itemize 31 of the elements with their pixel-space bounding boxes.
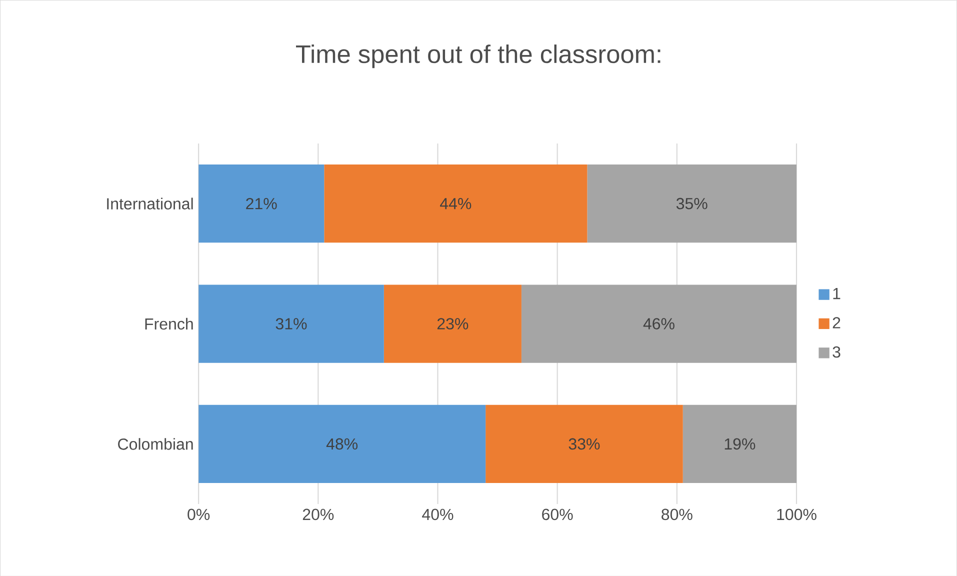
data-label: 46%	[643, 318, 674, 330]
bar	[198, 404, 486, 483]
x-tick-label: 20%	[302, 508, 334, 520]
y-tick-label: French	[145, 318, 193, 330]
y-tick-label: Colombian	[118, 438, 193, 450]
data-label: 21%	[246, 198, 277, 210]
bar	[324, 164, 588, 242]
data-label: 31%	[276, 318, 307, 330]
bar	[198, 284, 384, 363]
data-label: 35%	[676, 198, 708, 210]
legend-label: 2	[832, 316, 840, 328]
data-label: 48%	[326, 438, 358, 450]
x-tick-label: 80%	[662, 508, 692, 520]
data-label: 44%	[440, 198, 472, 209]
x-tick-label: 40%	[422, 508, 454, 520]
chart-title: Time spent out of the classroom:	[296, 44, 660, 68]
data-label: 19%	[724, 438, 756, 450]
x-tick-label: 60%	[542, 508, 573, 520]
bar	[587, 164, 796, 242]
data-label: 33%	[568, 438, 600, 450]
legend-label: 3	[832, 346, 840, 358]
bar	[486, 404, 683, 483]
bar	[198, 164, 324, 242]
bar	[521, 284, 796, 363]
x-tick-label: 100%	[777, 508, 816, 520]
bar	[682, 404, 796, 483]
y-tick-label: International	[107, 198, 193, 210]
legend-label: 1	[833, 288, 840, 299]
bar	[384, 284, 522, 363]
data-label: 23%	[437, 318, 468, 330]
x-tick-label: 0%	[188, 508, 210, 520]
